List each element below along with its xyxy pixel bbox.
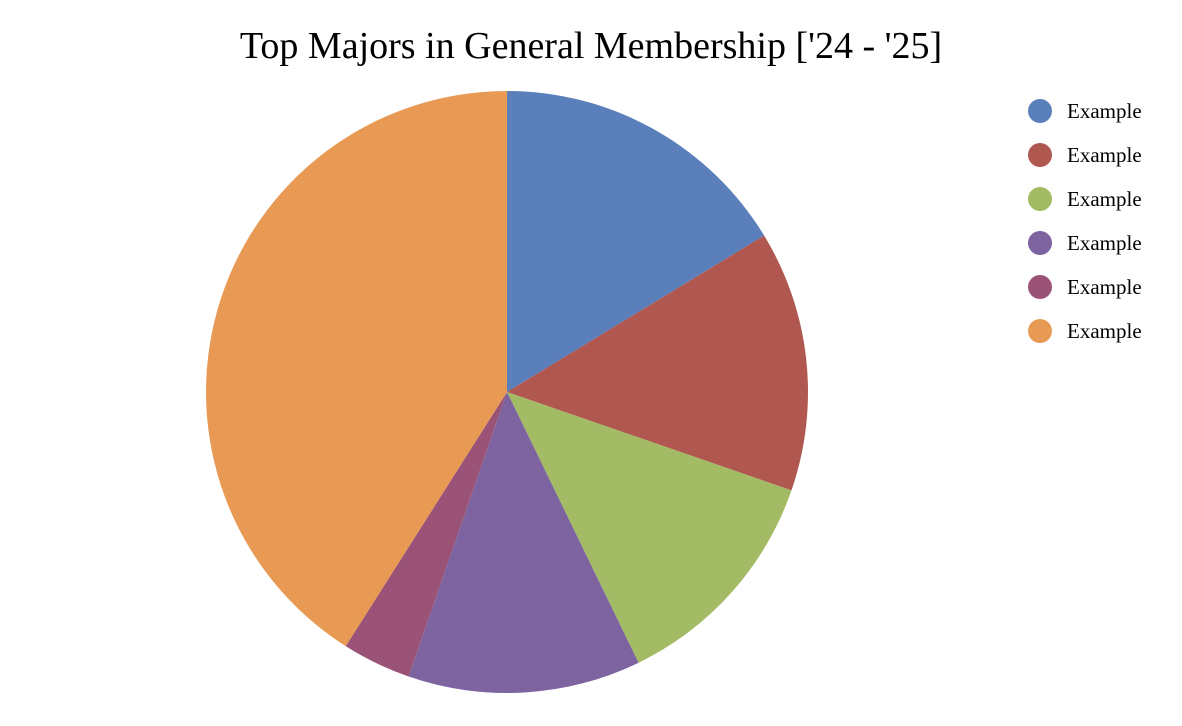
legend-swatch <box>1028 99 1052 123</box>
legend-item[interactable]: Example <box>1028 309 1142 353</box>
legend-swatch <box>1028 231 1052 255</box>
legend-swatch <box>1028 143 1052 167</box>
legend-label: Example <box>1067 275 1142 299</box>
pie-slice-4[interactable] <box>408 392 639 693</box>
legend-item[interactable]: Example <box>1028 177 1142 221</box>
pie-slice-1[interactable] <box>507 91 765 392</box>
legend-label: Example <box>1067 143 1142 167</box>
legend-label: Example <box>1067 319 1142 343</box>
pie-slices <box>206 91 808 693</box>
legend-item[interactable]: Example <box>1028 221 1142 265</box>
legend-item[interactable]: Example <box>1028 133 1142 177</box>
pie-slice-2[interactable] <box>507 235 808 491</box>
chart-title: Top Majors in General Membership ['24 - … <box>239 25 943 67</box>
legend-item[interactable]: Example <box>1028 89 1142 133</box>
legend-label: Example <box>1067 187 1142 211</box>
legend-swatch <box>1028 319 1052 343</box>
pie-slice-6[interactable] <box>206 91 507 647</box>
pie-slice-5[interactable] <box>345 392 507 677</box>
pie-slice-3[interactable] <box>507 392 792 663</box>
legend: Example Example Example Example Example … <box>1028 89 1142 353</box>
legend-label: Example <box>1067 99 1142 123</box>
legend-swatch <box>1028 187 1052 211</box>
legend-item[interactable]: Example <box>1028 265 1142 309</box>
legend-swatch <box>1028 275 1052 299</box>
legend-label: Example <box>1067 231 1142 255</box>
